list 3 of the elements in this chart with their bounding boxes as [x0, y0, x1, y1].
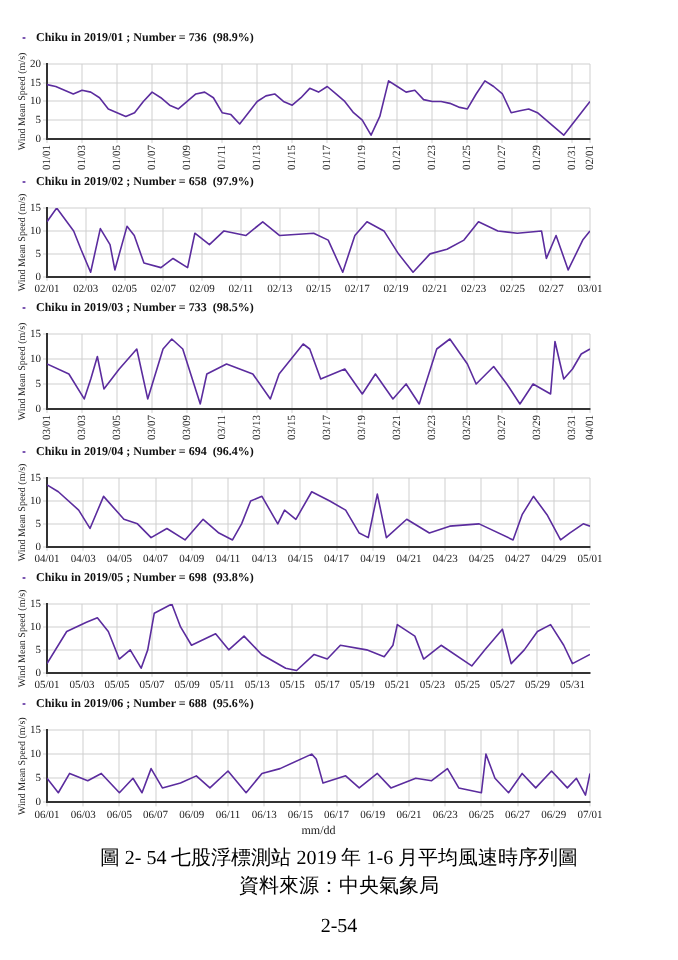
source-note: 資料來源：中央氣象局: [237, 874, 441, 902]
text: 2-54: [318, 914, 360, 942]
caption: 圖 2- 54 七股浮標測站 2019 年 1-6 月平均風速時序列圖: [97, 846, 581, 874]
